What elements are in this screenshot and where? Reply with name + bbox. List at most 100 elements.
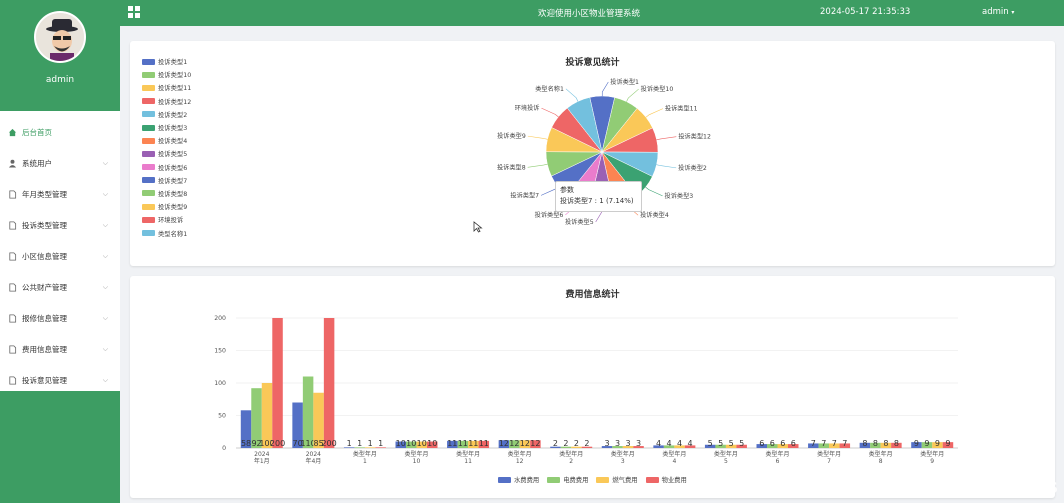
bar[interactable] (240, 410, 252, 448)
x-tick-label: 类型年月 (559, 450, 583, 458)
legend-item[interactable]: 投诉类型9 (142, 200, 191, 213)
legend-item[interactable]: 投诉类型7 (142, 174, 191, 187)
bar-value-label: 7 (821, 439, 826, 448)
sidebar-item-6[interactable]: 报修信息管理 ⌵ (0, 303, 120, 334)
bar[interactable] (364, 447, 376, 448)
bar[interactable] (704, 444, 716, 448)
bar[interactable] (921, 442, 933, 448)
legend-item[interactable]: 燃气费用 (596, 475, 638, 484)
avatar[interactable] (34, 11, 86, 63)
bar[interactable] (302, 376, 314, 449)
legend-item[interactable]: 投诉类型5 (142, 147, 191, 160)
legend-item[interactable]: 投诉类型3 (142, 121, 191, 134)
bar[interactable] (788, 444, 799, 448)
bar[interactable] (932, 442, 943, 448)
sidebar-item-5[interactable]: 公共财产管理 ⌵ (0, 272, 120, 303)
bar-value-label: 4 (667, 439, 672, 448)
x-tick-label: 年1月 (254, 457, 270, 465)
menu-grid-icon[interactable] (128, 6, 140, 18)
bar[interactable] (880, 442, 892, 448)
bar[interactable] (601, 446, 613, 448)
sidebar-item-0[interactable]: 后台首页 (0, 117, 120, 148)
bar[interactable] (457, 440, 469, 448)
legend-item[interactable]: 物业费用 (645, 475, 687, 484)
bar[interactable] (313, 392, 324, 448)
bar[interactable] (767, 444, 778, 448)
bar-value-label: 4 (656, 439, 661, 448)
bar[interactable] (736, 444, 747, 448)
sidebar-item-1[interactable]: 系统用户 ⌵ (0, 148, 120, 179)
legend-item[interactable]: 投诉类型8 (142, 187, 191, 200)
bar[interactable] (530, 440, 541, 448)
user-dropdown[interactable]: admin ▾ (982, 7, 1014, 17)
legend-item[interactable]: 投诉类型6 (142, 161, 191, 174)
pie-label-line (656, 164, 677, 169)
x-tick-label: 类型年月 (765, 450, 789, 458)
sidebar-item-3[interactable]: 投诉类型管理 ⌵ (0, 210, 120, 241)
bar[interactable] (571, 446, 582, 448)
bar[interactable] (354, 447, 365, 448)
pie-label-line (645, 108, 664, 118)
bar[interactable] (808, 443, 819, 448)
bar[interactable] (251, 388, 262, 448)
bar[interactable] (756, 444, 768, 448)
bar[interactable] (942, 442, 954, 448)
bar[interactable] (416, 441, 428, 449)
bar[interactable] (498, 440, 510, 448)
legend-item[interactable]: 水费费用 (498, 475, 539, 484)
bar[interactable] (777, 444, 789, 448)
bar[interactable] (581, 446, 593, 448)
bar[interactable] (663, 445, 675, 448)
legend-item[interactable]: 类型名称1 (142, 226, 191, 239)
bar[interactable] (870, 442, 881, 448)
bar[interactable] (725, 444, 737, 448)
legend-item[interactable]: 投诉类型12 (142, 95, 191, 108)
bar[interactable] (447, 440, 458, 448)
sidebar-item-2[interactable]: 年月类型管理 ⌵ (0, 179, 120, 210)
bar[interactable] (891, 442, 902, 448)
bar[interactable] (911, 442, 922, 448)
legend-item[interactable]: 投诉类型2 (142, 108, 191, 121)
bar[interactable] (839, 443, 851, 448)
legend-item[interactable]: 环境投诉 (142, 213, 191, 226)
sidebar-item-4[interactable]: 小区信息管理 ⌵ (0, 241, 120, 272)
bar[interactable] (560, 446, 572, 448)
bar[interactable] (292, 402, 303, 449)
bar[interactable] (519, 440, 531, 448)
bar[interactable] (612, 446, 623, 448)
bar[interactable] (468, 440, 479, 448)
bar[interactable] (323, 318, 335, 448)
bar[interactable] (674, 445, 685, 448)
legend-swatch (645, 476, 659, 483)
bar[interactable] (653, 445, 664, 448)
pie-slice[interactable] (566, 97, 603, 153)
bar-value-label: 1 (378, 439, 383, 448)
bar[interactable] (829, 443, 840, 448)
legend-item[interactable]: 投诉类型4 (142, 134, 191, 147)
bar[interactable] (261, 383, 273, 448)
bar[interactable] (272, 318, 283, 448)
legend-item[interactable]: 投诉类型1 (142, 55, 191, 68)
bar[interactable] (859, 442, 871, 448)
x-tick-label: 8 (879, 458, 883, 465)
bar[interactable] (478, 440, 490, 448)
bar[interactable] (395, 441, 407, 449)
bar[interactable] (550, 446, 561, 448)
bar[interactable] (343, 447, 355, 448)
sidebar-item-7[interactable]: 费用信息管理 ⌵ (0, 334, 120, 365)
bar[interactable] (622, 446, 634, 448)
bar[interactable] (406, 441, 417, 449)
legend-item[interactable]: 电费费用 (547, 475, 588, 484)
bar[interactable] (715, 444, 726, 448)
bar[interactable] (427, 441, 438, 449)
legend-item[interactable]: 投诉类型10 (142, 68, 191, 81)
bar[interactable] (818, 443, 830, 448)
legend-item[interactable]: 投诉类型11 (142, 81, 191, 94)
bar[interactable] (375, 447, 386, 448)
bar[interactable] (509, 440, 520, 448)
x-tick-label: 5 (724, 458, 728, 465)
sidebar-item-8[interactable]: 投诉意见管理 ⌵ (0, 365, 120, 396)
document-icon (8, 190, 17, 199)
bar[interactable] (684, 445, 696, 448)
bar[interactable] (633, 446, 644, 448)
